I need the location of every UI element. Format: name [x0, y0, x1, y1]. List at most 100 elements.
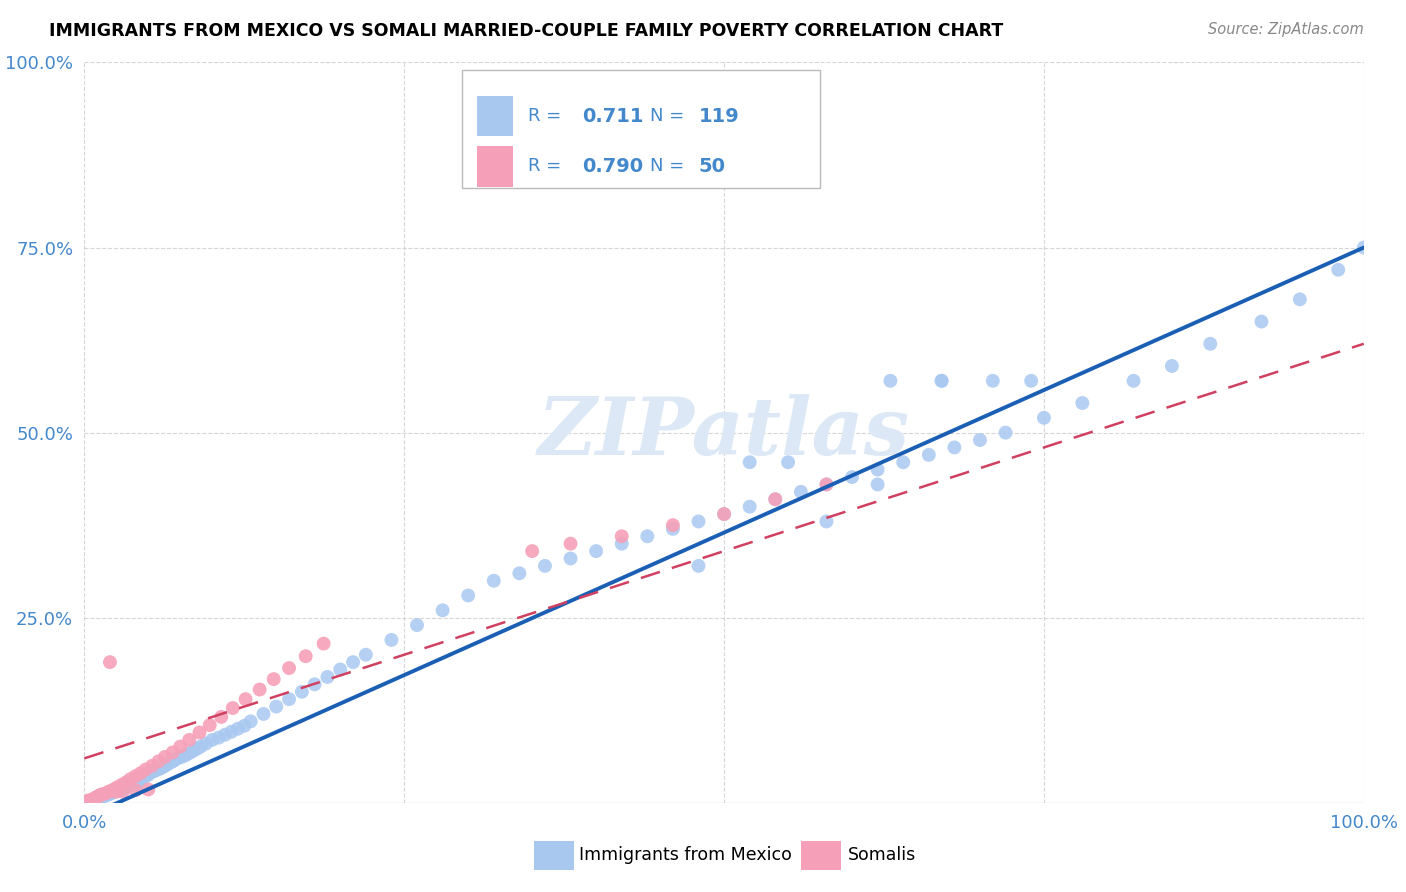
Point [166, 751, 188, 765]
Point [160, 755, 183, 769]
Point [233, 719, 256, 733]
Point [80, 793, 103, 807]
Point [221, 724, 243, 739]
Point [508, 566, 530, 581]
Point [252, 706, 274, 721]
Point [141, 758, 163, 772]
Point [1032, 410, 1054, 425]
Point [124, 783, 146, 797]
Point [688, 558, 710, 573]
Point [214, 728, 236, 742]
Point [121, 776, 143, 790]
Point [662, 518, 685, 533]
Point [1288, 293, 1310, 307]
Point [122, 775, 145, 789]
Text: N =: N = [650, 158, 685, 176]
Point [1071, 396, 1094, 410]
Point [82, 792, 104, 806]
Text: Source: ZipAtlas.com: Source: ZipAtlas.com [1208, 22, 1364, 37]
Point [135, 769, 157, 783]
Point [181, 744, 204, 758]
Point [406, 618, 429, 632]
Point [128, 772, 150, 786]
Point [149, 762, 172, 776]
Point [162, 746, 184, 760]
Point [115, 780, 138, 794]
Text: IMMIGRANTS FROM MEXICO VS SOMALI MARRIED-COUPLE FAMILY POVERTY CORRELATION CHART: IMMIGRANTS FROM MEXICO VS SOMALI MARRIED… [49, 22, 1004, 40]
Point [713, 507, 735, 521]
Point [101, 785, 124, 799]
FancyBboxPatch shape [477, 146, 513, 186]
Point [994, 425, 1017, 440]
Point [222, 701, 245, 715]
Point [636, 529, 658, 543]
Point [98, 655, 121, 669]
Point [1199, 336, 1222, 351]
Point [80, 794, 103, 808]
Point [316, 670, 339, 684]
Text: R =: R = [529, 107, 561, 125]
Point [83, 794, 105, 808]
Point [264, 699, 288, 714]
Point [97, 785, 120, 799]
Point [111, 777, 134, 791]
Point [249, 682, 271, 697]
Point [174, 748, 197, 763]
Point [91, 789, 114, 804]
Point [1327, 262, 1350, 277]
Point [127, 773, 149, 788]
Point [114, 780, 136, 795]
Point [89, 789, 111, 803]
Point [610, 529, 633, 543]
Point [815, 515, 838, 529]
Point [1160, 359, 1182, 373]
FancyBboxPatch shape [477, 95, 513, 136]
Point [198, 718, 221, 732]
Point [866, 462, 889, 476]
Point [278, 661, 301, 675]
Point [111, 780, 134, 795]
Point [131, 772, 153, 786]
Point [170, 750, 193, 764]
Point [90, 788, 112, 802]
Point [118, 778, 141, 792]
Point [1353, 240, 1375, 255]
Point [534, 558, 557, 573]
Point [380, 632, 402, 647]
Point [120, 777, 142, 791]
Point [84, 793, 107, 807]
Point [124, 769, 146, 783]
Point [208, 731, 231, 745]
Point [83, 791, 105, 805]
Point [688, 515, 710, 529]
Point [138, 766, 160, 780]
Point [931, 374, 953, 388]
Text: 119: 119 [699, 107, 740, 126]
Point [110, 781, 132, 796]
Point [179, 746, 201, 760]
Point [226, 722, 249, 736]
Point [304, 677, 326, 691]
Point [209, 710, 232, 724]
Point [354, 648, 377, 662]
Point [879, 374, 901, 388]
Point [815, 477, 838, 491]
Point [153, 750, 176, 764]
Point [115, 775, 138, 789]
Point [112, 780, 135, 795]
Point [96, 788, 118, 802]
Point [132, 770, 155, 784]
Point [129, 766, 152, 780]
Point [87, 789, 110, 804]
Point [86, 791, 108, 805]
Point [585, 544, 607, 558]
Point [138, 767, 160, 781]
Point [94, 789, 117, 803]
Point [169, 739, 191, 754]
Point [891, 455, 914, 469]
Point [94, 786, 117, 800]
Text: N =: N = [650, 107, 685, 125]
Text: 0.711: 0.711 [582, 107, 644, 126]
Point [152, 760, 174, 774]
Point [194, 737, 217, 751]
